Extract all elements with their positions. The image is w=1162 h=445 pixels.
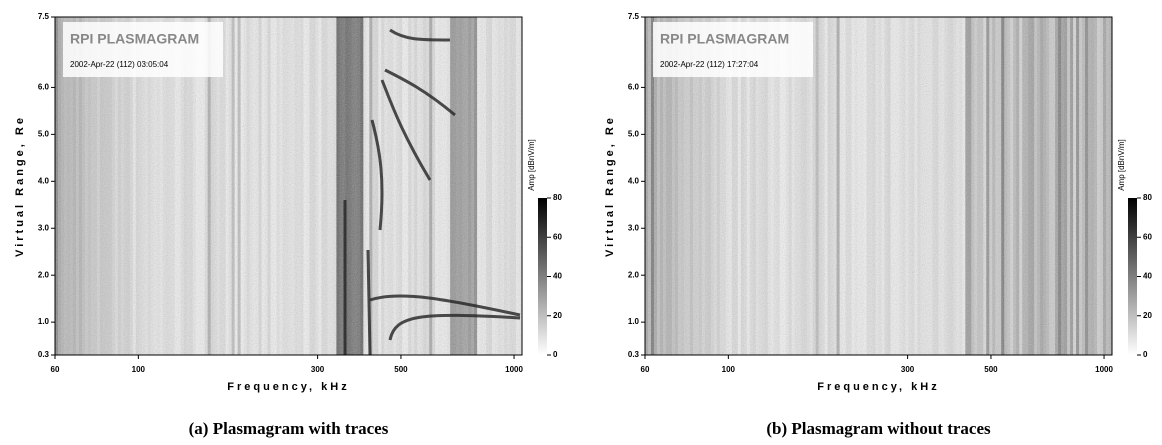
y-tick-label: 1.0 xyxy=(38,317,50,326)
x-tick-label: 300 xyxy=(901,365,915,374)
plot-frame xyxy=(644,16,1113,356)
colorbar-tick-label: 60 xyxy=(553,232,562,241)
y-tick-label: 3.0 xyxy=(628,223,640,232)
colorbar-tick-label: 20 xyxy=(1143,311,1152,320)
y-tick-label: 4.0 xyxy=(38,176,50,185)
plot-frame xyxy=(54,16,523,356)
y-tick-label: 2.0 xyxy=(38,270,50,279)
timestamp: 2002-Apr-22 (112) 03:05:04 xyxy=(70,60,169,69)
y-axis-label: Virtual Range, Re xyxy=(604,115,616,257)
y-tick-label: 3.0 xyxy=(38,223,50,232)
y-tick-label: 5.0 xyxy=(38,129,50,138)
y-tick-label: 7.5 xyxy=(38,12,50,21)
colorbar-tick-label: 0 xyxy=(553,350,558,359)
x-tick-label: 1000 xyxy=(505,365,523,374)
y-tick-label: 2.0 xyxy=(628,270,640,279)
y-tick-label: 7.5 xyxy=(628,12,640,21)
colorbar-label: Amp [dBnV/m] xyxy=(1117,139,1126,191)
y-tick-label: 0.3 xyxy=(628,350,640,359)
colorbar-tick-label: 80 xyxy=(553,193,562,202)
label-box xyxy=(653,22,813,77)
y-tick-label: 5.0 xyxy=(628,129,640,138)
x-tick-label: 100 xyxy=(722,365,736,374)
x-tick-label: 100 xyxy=(132,365,146,374)
trace xyxy=(366,249,372,356)
colorbar-tick-label: 40 xyxy=(553,272,562,281)
trace xyxy=(384,68,456,117)
y-axis-label: Virtual Range, Re xyxy=(14,115,26,257)
colorbar-tick-label: 80 xyxy=(1143,193,1152,202)
trace xyxy=(369,294,521,317)
panel-title: RPI PLASMAGRAM xyxy=(660,31,789,47)
label-box xyxy=(63,22,223,77)
colorbar-label: Amp [dBnV/m] xyxy=(527,139,536,191)
x-tick-label: 60 xyxy=(51,365,60,374)
x-tick-label: 1000 xyxy=(1095,365,1113,374)
trace xyxy=(388,313,521,341)
x-tick-label: 500 xyxy=(394,365,408,374)
panel-title: RPI PLASMAGRAM xyxy=(70,31,199,47)
y-tick-label: 6.0 xyxy=(38,83,50,92)
y-tick-label: 4.0 xyxy=(628,176,640,185)
caption: (a) Plasmagram with traces xyxy=(189,419,389,438)
colorbar xyxy=(538,198,547,355)
x-axis-label: Frequency, kHz xyxy=(817,381,940,393)
y-tick-label: 0.3 xyxy=(38,350,50,359)
x-axis-label: Frequency, kHz xyxy=(227,381,350,393)
trace xyxy=(389,28,451,42)
colorbar-tick-label: 60 xyxy=(1143,232,1152,241)
colorbar-tick-label: 40 xyxy=(1143,272,1152,281)
x-tick-label: 60 xyxy=(641,365,650,374)
colorbar-tick-label: 0 xyxy=(1143,350,1148,359)
colorbar xyxy=(1128,198,1137,355)
x-tick-label: 300 xyxy=(311,365,325,374)
trace xyxy=(380,79,432,181)
trace xyxy=(370,119,384,231)
colorbar-tick-label: 20 xyxy=(553,311,562,320)
y-tick-label: 6.0 xyxy=(628,83,640,92)
y-tick-label: 1.0 xyxy=(628,317,640,326)
caption: (b) Plasmagram without traces xyxy=(766,419,991,438)
x-tick-label: 500 xyxy=(984,365,998,374)
timestamp: 2002-Apr-22 (112) 17:27:04 xyxy=(660,60,759,69)
